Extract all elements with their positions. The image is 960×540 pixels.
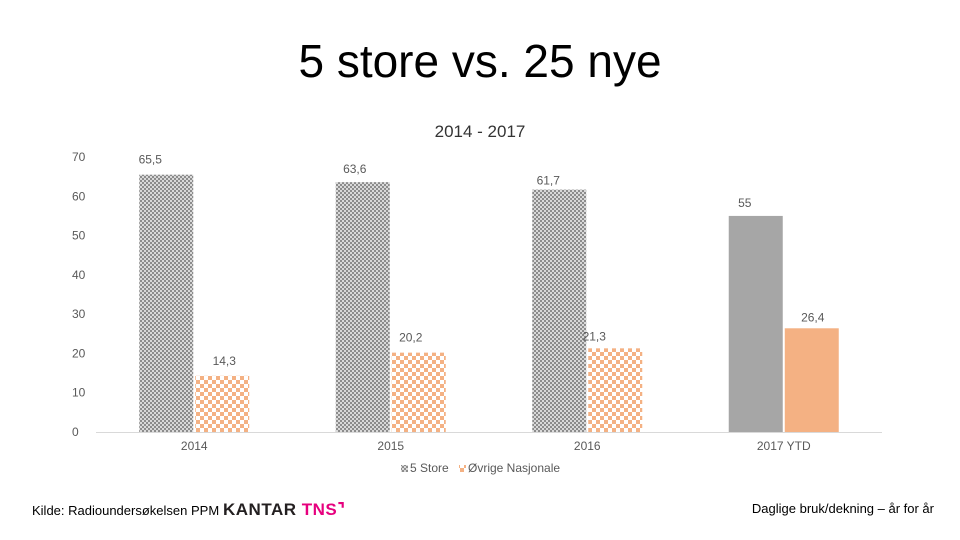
data-label: 26,4 xyxy=(801,310,825,324)
y-tick-label: 60 xyxy=(72,189,86,203)
y-tick-label: 50 xyxy=(72,229,86,243)
bar-5-store xyxy=(139,174,194,432)
bar-ovrige-nasjonale xyxy=(391,352,446,432)
logo-suffix: TNS xyxy=(301,500,338,519)
x-category-label: 2016 xyxy=(574,439,601,453)
bar-ovrige-nasjonale xyxy=(195,375,250,432)
data-label: 21,3 xyxy=(583,329,607,343)
data-label: 14,3 xyxy=(213,354,237,368)
source-note: Kilde: Radioundersøkelsen PPM xyxy=(32,503,220,518)
x-category-label: 2015 xyxy=(377,439,404,453)
bar-5-store xyxy=(728,215,783,432)
y-tick-label: 10 xyxy=(72,386,86,400)
bar-5-store xyxy=(532,189,587,432)
y-tick-label: 40 xyxy=(72,268,86,282)
data-label: 63,6 xyxy=(343,162,367,176)
bar-5-store xyxy=(335,182,390,432)
y-tick-label: 30 xyxy=(72,307,86,321)
y-tick-label: 0 xyxy=(72,425,79,439)
logo-brand: KANTAR xyxy=(223,500,297,519)
slide-title: 5 store vs. 25 nye xyxy=(298,35,662,87)
bar-ovrige-nasjonale xyxy=(784,328,839,432)
y-tick-label: 20 xyxy=(72,346,86,360)
legend-label-ovrige-nasjonale: Øvrige Nasjonale xyxy=(468,461,560,475)
legend-swatch-ovrige-nasjonale xyxy=(459,465,466,472)
data-label: 65,5 xyxy=(139,153,163,167)
legend-swatch-5-store xyxy=(401,465,408,472)
data-label: 20,2 xyxy=(399,331,423,345)
bar-ovrige-nasjonale xyxy=(588,348,643,432)
data-label: 55 xyxy=(738,196,752,210)
x-category-label: 2014 xyxy=(181,439,208,453)
logo-mark: ⌝ xyxy=(337,500,346,519)
y-tick-label: 70 xyxy=(72,150,86,164)
x-category-label: 2017 YTD xyxy=(757,439,811,453)
footnote: Daglige bruk/dekning – år for år xyxy=(751,501,934,516)
kantar-tns-logo: KANTAR TNS⌝ xyxy=(223,500,346,520)
chart-title: 2014 - 2017 xyxy=(434,122,526,141)
data-label: 61,7 xyxy=(537,174,561,188)
legend-label-5-store: 5 Store xyxy=(410,461,449,475)
